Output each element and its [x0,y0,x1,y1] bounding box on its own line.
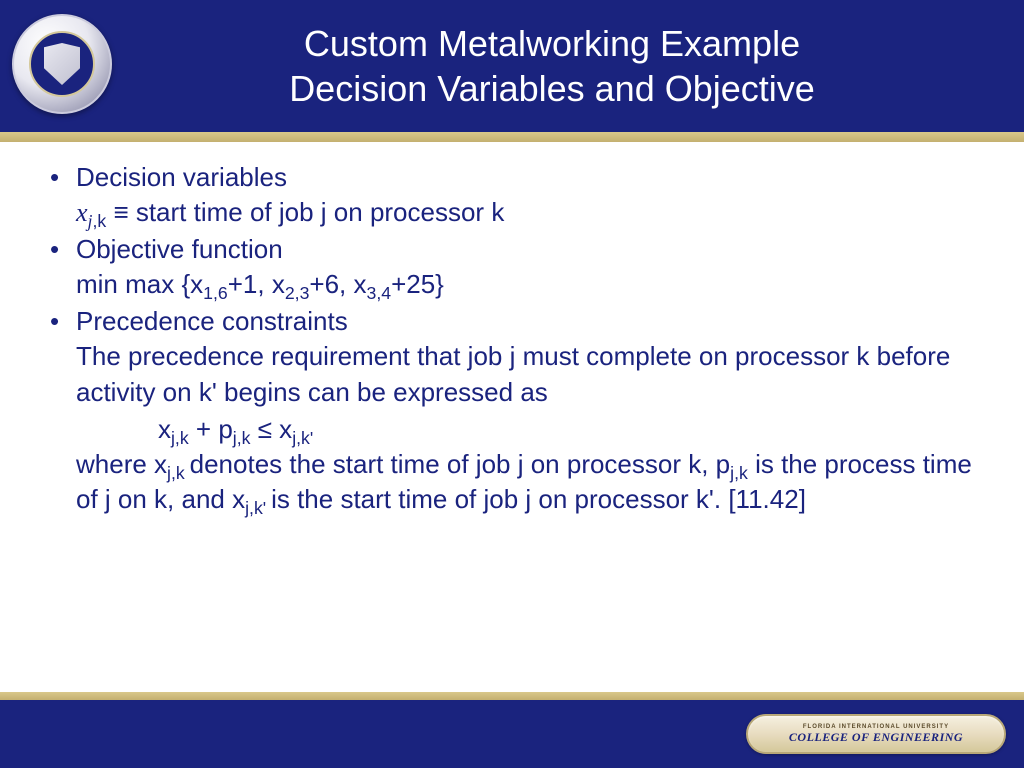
bullet-heading: Precedence constraints [76,306,348,336]
slide-footer: FLORIDA INTERNATIONAL UNIVERSITY COLLEGE… [0,700,1024,768]
bullet-body: where xj,k denotes the start time of job… [38,447,986,517]
college-logo: FLORIDA INTERNATIONAL UNIVERSITY COLLEGE… [746,714,1006,754]
bullet-heading: Objective function [76,234,283,264]
bullet-body: xj,k ≡ start time of job j on processor … [38,195,986,230]
bullet-item: Precedence constraints [38,304,986,339]
gold-divider-top [0,132,1024,142]
title-line-2: Decision Variables and Objective [289,68,815,109]
bullet-formula: xj,k + pj,k ≤ xj,k' [38,412,986,447]
bullet-body: min max {x1,6+1, x2,3+6, x3,4+25} [38,267,986,302]
title-line-1: Custom Metalworking Example [304,23,800,64]
bullet-body: The precedence requirement that job j mu… [38,339,986,409]
bullet-heading: Decision variables [76,162,287,192]
slide-footer-area: FLORIDA INTERNATIONAL UNIVERSITY COLLEGE… [0,692,1024,768]
bullet-item: Objective function [38,232,986,267]
gold-divider-bottom [0,692,1024,700]
slide-title: Custom Metalworking Example Decision Var… [0,21,1024,111]
university-seal-icon [12,14,112,114]
slide-content: Decision variables xj,k ≡ start time of … [0,142,1024,529]
slide-header: Custom Metalworking Example Decision Var… [0,0,1024,132]
logo-big-text: COLLEGE OF ENGINEERING [789,730,963,745]
bullet-item: Decision variables [38,160,986,195]
